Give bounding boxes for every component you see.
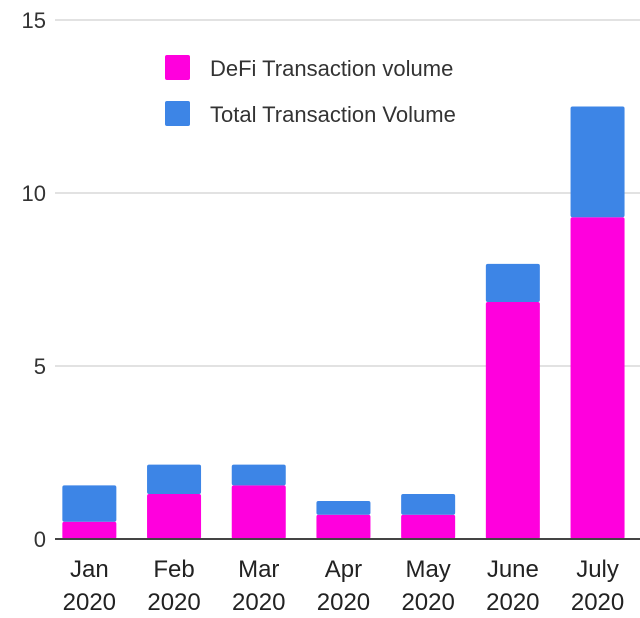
bar-total-segment bbox=[62, 485, 117, 522]
bar-defi-segment bbox=[316, 514, 371, 539]
x-tick-label: 2020 bbox=[571, 589, 624, 616]
x-tick-label: 2020 bbox=[317, 589, 370, 616]
bar-total-segment bbox=[401, 494, 456, 515]
legend-label: Total Transaction Volume bbox=[210, 102, 456, 127]
bars bbox=[62, 106, 625, 539]
x-tick-label: 2020 bbox=[63, 589, 116, 616]
x-tick-label: Mar bbox=[238, 556, 279, 583]
x-tick-label: 2020 bbox=[147, 589, 200, 616]
x-axis-labels: Jan 2020 Feb 2020 Mar 2020 Apr 2020 May 2020 June 2… bbox=[63, 556, 625, 616]
bar-defi-segment bbox=[485, 301, 540, 539]
x-tick-label: Feb bbox=[153, 556, 194, 583]
legend: DeFi Transaction volume Total Transaction… bbox=[165, 55, 456, 127]
bar-defi-segment bbox=[401, 514, 456, 539]
bar-total-segment bbox=[316, 500, 371, 515]
y-tick-label: 5 bbox=[34, 354, 46, 379]
x-tick-label: July bbox=[576, 556, 619, 583]
gridlines bbox=[55, 19, 640, 367]
x-tick-label: June bbox=[487, 556, 539, 583]
bar-defi-segment bbox=[147, 494, 202, 539]
x-tick-label: Jan bbox=[70, 556, 109, 583]
x-tick-label: May bbox=[405, 556, 450, 583]
y-axis-ticks: 0 5 10 15 bbox=[22, 8, 46, 552]
bar-defi-segment bbox=[62, 521, 117, 539]
y-tick-label: 10 bbox=[22, 181, 46, 206]
legend-swatch bbox=[165, 55, 190, 80]
x-tick-label: Apr bbox=[325, 556, 362, 583]
bar-defi-segment bbox=[570, 217, 625, 539]
x-tick-label: 2020 bbox=[401, 589, 454, 616]
bar-total-segment bbox=[231, 464, 286, 486]
bar-total-segment bbox=[570, 106, 625, 218]
legend-swatch bbox=[165, 101, 190, 126]
bar-total-segment bbox=[485, 263, 540, 302]
bar-defi-segment bbox=[231, 485, 286, 539]
bar-total-segment bbox=[147, 464, 202, 495]
legend-label: DeFi Transaction volume bbox=[210, 56, 453, 81]
x-tick-label: 2020 bbox=[486, 589, 539, 616]
x-tick-label: 2020 bbox=[232, 589, 285, 616]
y-tick-label: 15 bbox=[22, 8, 46, 33]
y-tick-label: 0 bbox=[34, 527, 46, 552]
